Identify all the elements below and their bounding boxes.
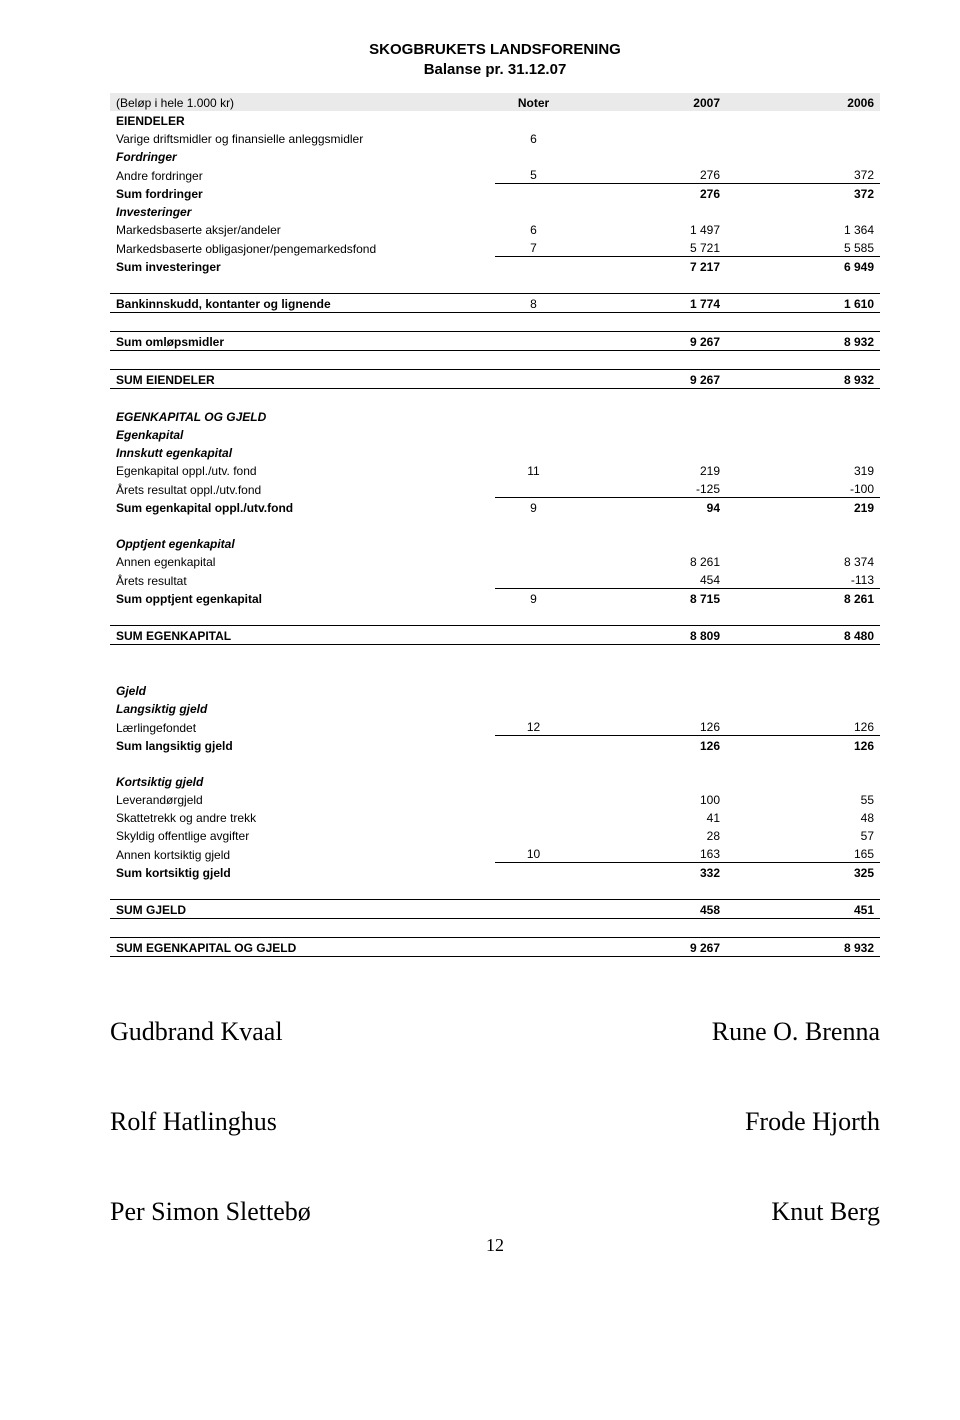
table-row: Langsiktig gjeld (110, 699, 880, 717)
table-row: Investeringer (110, 202, 880, 220)
table-header-row: (Beløp i hele 1.000 kr) Noter 2007 2006 (110, 93, 880, 111)
signature-name: Knut Berg (771, 1197, 880, 1227)
signatures-block: Gudbrand Kvaal Rune O. Brenna Rolf Hatli… (110, 1017, 880, 1227)
table-row: Skyldig offentlige avgifter2857 (110, 826, 880, 844)
table-row: Opptjent egenkapital (110, 534, 880, 552)
table-row: Gjeld (110, 681, 880, 699)
table-row: SUM GJELD458451 (110, 900, 880, 919)
table-row: Leverandørgjeld10055 (110, 790, 880, 808)
header-2006: 2006 (726, 93, 880, 111)
unit-note: (Beløp i hele 1.000 kr) (110, 93, 495, 111)
table-row: EIENDELER (110, 111, 880, 129)
table-row: Markedsbaserte obligasjoner/pengemarkeds… (110, 238, 880, 257)
table-row: Varige driftsmidler og finansielle anleg… (110, 129, 880, 147)
page-number: 12 (110, 1235, 880, 1256)
balance-table: (Beløp i hele 1.000 kr) Noter 2007 2006 … (110, 93, 880, 957)
signature-name: Rolf Hatlinghus (110, 1107, 277, 1137)
table-row: Bankinnskudd, kontanter og lignende81 77… (110, 294, 880, 313)
title-line2: Balanse pr. 31.12.07 (424, 61, 567, 78)
signature-name: Frode Hjorth (745, 1107, 880, 1137)
header-2007: 2007 (572, 93, 726, 111)
table-row: Sum opptjent egenkapital98 7158 261 (110, 589, 880, 608)
table-row: SUM EIENDELER9 2678 932 (110, 370, 880, 389)
table-row: Egenkapital oppl./utv. fond11219319 (110, 461, 880, 479)
table-row: Andre fordringer5276372 (110, 165, 880, 184)
table-row: Fordringer (110, 147, 880, 165)
table-row: Sum langsiktig gjeld126126 (110, 736, 880, 755)
table-row: Årets resultat454-113 (110, 570, 880, 589)
table-row: Sum kortsiktig gjeld332325 (110, 863, 880, 882)
table-row: Annen kortsiktig gjeld10163165 (110, 844, 880, 863)
table-row: Egenkapital (110, 425, 880, 443)
page-title: SKOGBRUKETS LANDSFORENING Balanse pr. 31… (110, 40, 880, 79)
table-row: Sum investeringer7 2176 949 (110, 257, 880, 276)
table-row: SUM EGENKAPITAL8 8098 480 (110, 626, 880, 645)
table-row: Årets resultat oppl./utv.fond-125-100 (110, 479, 880, 498)
table-row: EGENKAPITAL OG GJELD (110, 407, 880, 425)
table-row: Annen egenkapital8 2618 374 (110, 552, 880, 570)
table-row: Sum fordringer276372 (110, 184, 880, 203)
table-row: Markedsbaserte aksjer/andeler61 4971 364 (110, 220, 880, 238)
header-noter: Noter (495, 93, 572, 111)
table-row: Innskutt egenkapital (110, 443, 880, 461)
table-row: Sum omløpsmidler9 2678 932 (110, 332, 880, 351)
table-row: Kortsiktig gjeld (110, 772, 880, 790)
signature-name: Rune O. Brenna (712, 1017, 880, 1047)
table-row: Sum egenkapital oppl./utv.fond994219 (110, 498, 880, 517)
table-row: Skattetrekk og andre trekk4148 (110, 808, 880, 826)
signature-name: Gudbrand Kvaal (110, 1017, 283, 1047)
table-row: Lærlingefondet12126126 (110, 717, 880, 736)
signature-name: Per Simon Slettebø (110, 1197, 311, 1227)
title-line1: SKOGBRUKETS LANDSFORENING (369, 41, 621, 58)
table-row: SUM EGENKAPITAL OG GJELD9 2678 932 (110, 938, 880, 957)
